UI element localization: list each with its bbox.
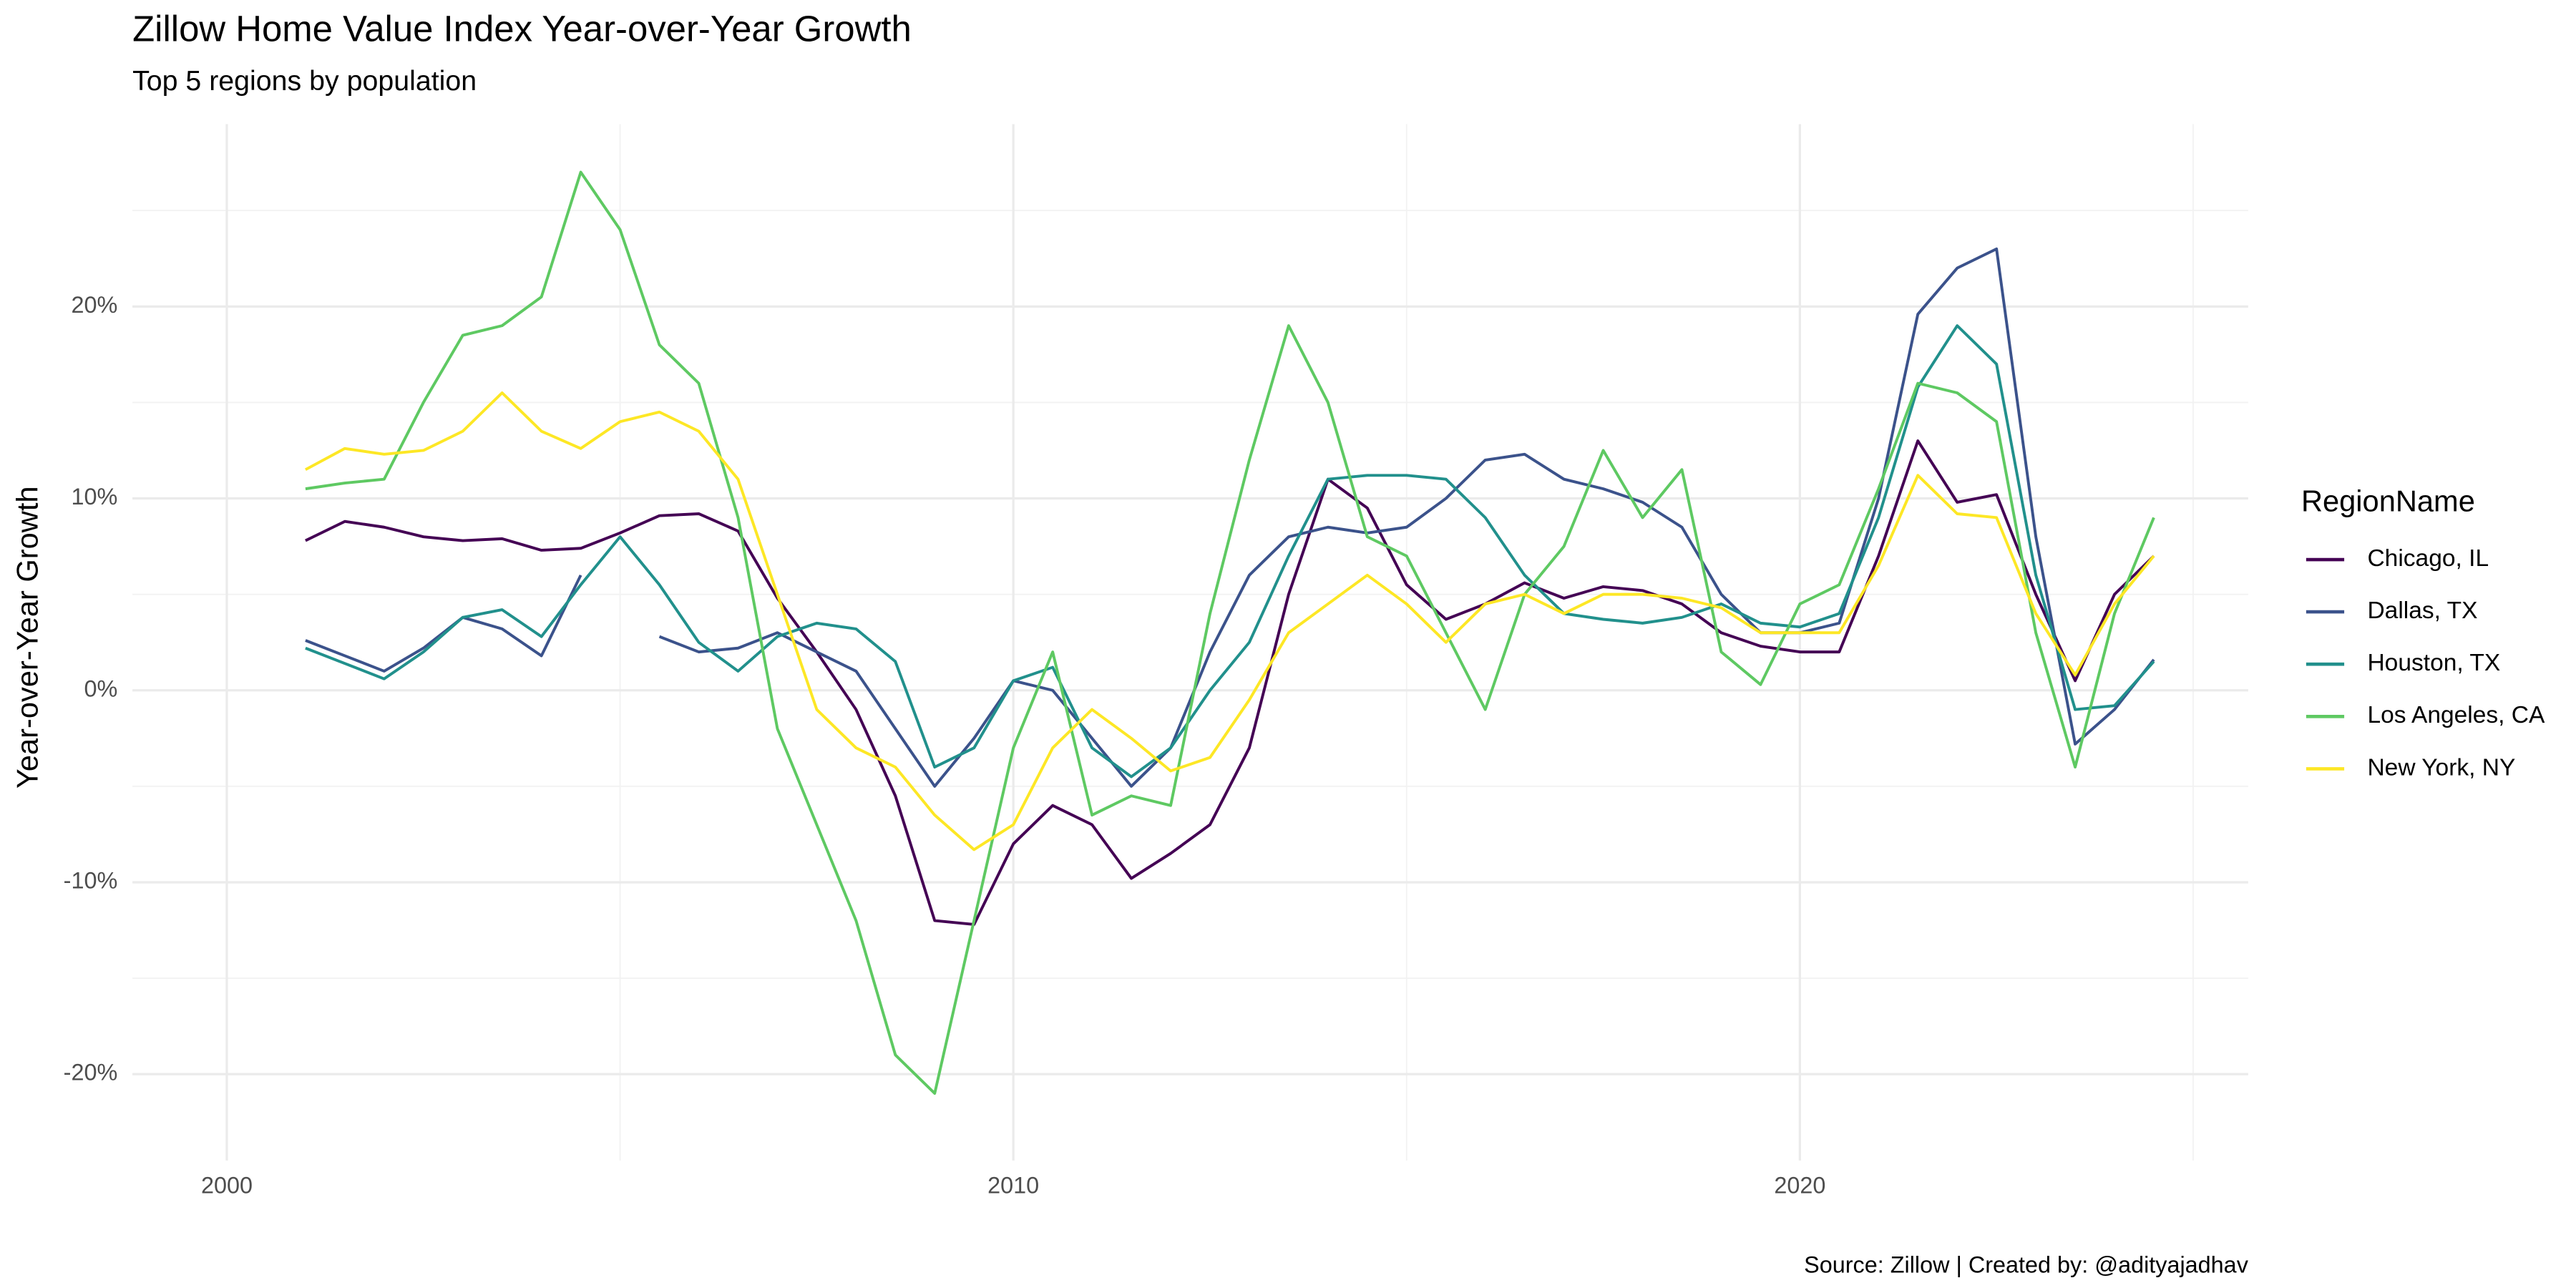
y-tick-label: 20% (71, 292, 117, 318)
y-tick-label: 0% (84, 675, 117, 701)
series-line (305, 439, 2155, 926)
legend-label: Chicago, IL (2367, 545, 2489, 572)
legend-title: RegionName (2301, 484, 2475, 517)
y-tick-label: -10% (64, 868, 118, 894)
series-line (305, 170, 2155, 1095)
caption: Source: Zillow | Created by: @adityajadh… (1804, 1252, 2249, 1277)
y-tick-label: 10% (71, 484, 117, 509)
x-tick-label: 2000 (201, 1172, 253, 1198)
x-tick-label: 2020 (1774, 1172, 1825, 1198)
chart-title: Zillow Home Value Index Year-over-Year G… (132, 8, 912, 49)
series-line (304, 391, 2155, 852)
x-tick-label: 2010 (987, 1172, 1039, 1198)
y-axis-label: Year-over-Year Growth (11, 486, 44, 789)
chart-subtitle: Top 5 regions by population (132, 65, 477, 97)
y-tick-label: -20% (64, 1060, 118, 1085)
series-line (305, 247, 2155, 788)
legend-label: New York, NY (2367, 754, 2515, 781)
legend-label: Los Angeles, CA (2367, 702, 2545, 728)
legend-label: Houston, TX (2367, 650, 2500, 676)
series-line (305, 324, 2155, 779)
legend-label: Dallas, TX (2367, 597, 2477, 624)
